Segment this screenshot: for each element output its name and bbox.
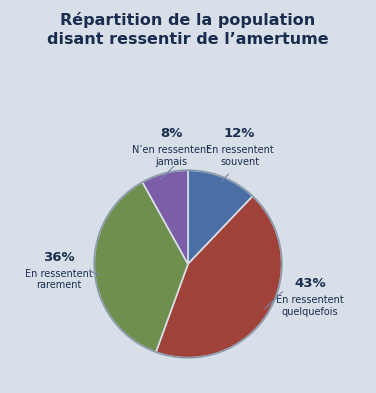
Wedge shape (156, 196, 282, 358)
Text: 12%: 12% (224, 127, 255, 140)
Text: En ressentent
souvent: En ressentent souvent (206, 145, 273, 167)
Text: Répartition de la population
disant ressentir de l’amertume: Répartition de la population disant ress… (47, 12, 329, 47)
Text: N’en ressentent
jamais: N’en ressentent jamais (132, 145, 210, 167)
Wedge shape (143, 170, 188, 264)
Text: 8%: 8% (160, 127, 182, 140)
Text: En ressentent
rarement: En ressentent rarement (25, 269, 92, 290)
Text: En ressentent
quelquefois: En ressentent quelquefois (276, 295, 344, 316)
Text: 36%: 36% (43, 251, 74, 264)
Wedge shape (188, 170, 253, 264)
Text: 43%: 43% (294, 277, 326, 290)
Wedge shape (94, 182, 188, 352)
